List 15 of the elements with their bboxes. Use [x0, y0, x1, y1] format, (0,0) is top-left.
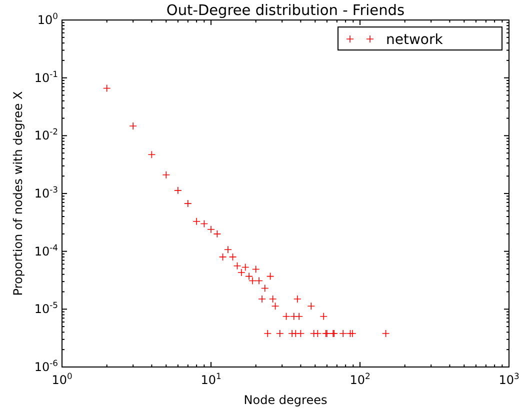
y-tick-label: 10$^{-3}$	[34, 184, 58, 200]
x-tick-label: 10$^{3}$	[498, 371, 520, 387]
x-axis-title: Node degrees	[244, 393, 328, 407]
x-tick-label: 10$^{1}$	[200, 371, 222, 387]
legend-label: network	[386, 32, 444, 48]
y-tick-label: 10$^{-4}$	[34, 242, 58, 258]
y-tick-label: 10$^{0}$	[37, 11, 58, 27]
y-tick-label: 10$^{-2}$	[34, 126, 58, 143]
chart-title: Out-Degree distribution - Friends	[166, 3, 405, 19]
x-tick-label: 10$^{0}$	[52, 371, 72, 387]
y-tick-label: 10$^{-5}$	[34, 300, 58, 316]
y-axis-title: Proportion of nodes with degree X	[11, 91, 25, 296]
y-tick-label: 10$^{-6}$	[34, 358, 58, 374]
y-tick-label: 10$^{-1}$	[34, 68, 58, 85]
x-tick-label: 10$^{2}$	[350, 371, 370, 387]
